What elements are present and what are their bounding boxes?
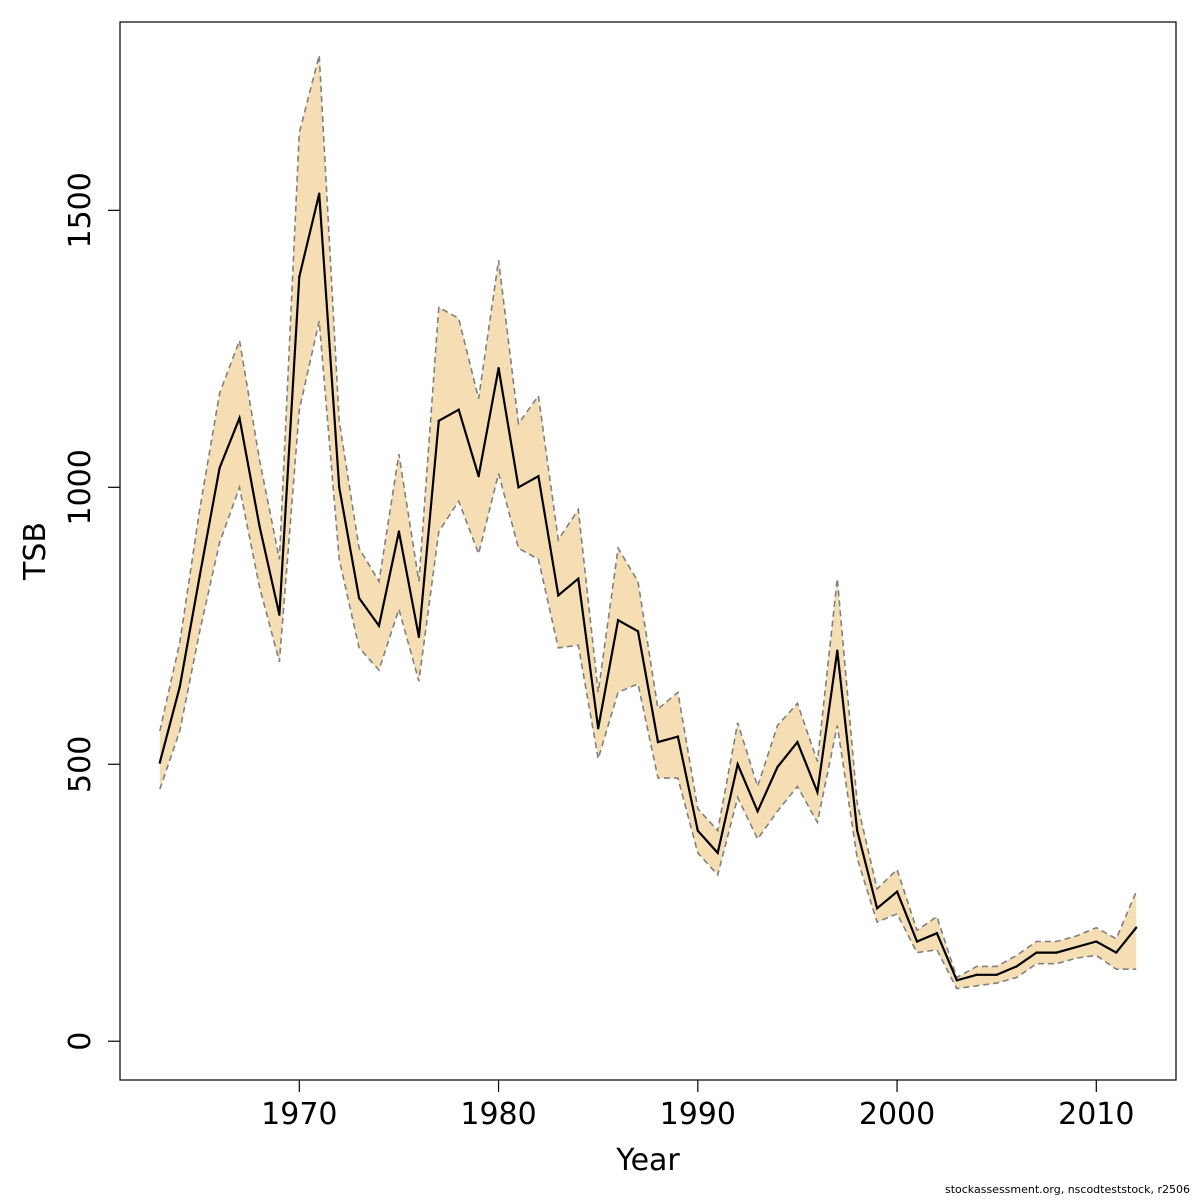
tsb-point-1987 — [636, 630, 640, 633]
tsb-point-1978 — [457, 408, 460, 411]
x-tick-label-2000: 2000 — [859, 1097, 935, 1132]
tsb-point-1977 — [437, 419, 440, 423]
x-axis: 1970 1980 1990 2000 2010 — [261, 1080, 1134, 1132]
tsb-point-2010 — [1095, 940, 1098, 943]
y-tick-label-1500: 1500 — [63, 172, 98, 248]
y-tick-label-0: 0 — [63, 1032, 98, 1051]
tsb-point-1998 — [856, 829, 859, 832]
tsb-point-1969 — [278, 613, 281, 616]
tsb-point-1984 — [577, 577, 580, 580]
tsb-point-1995 — [796, 740, 799, 744]
tsb-point-1994 — [776, 765, 779, 769]
tsb-point-1968 — [258, 524, 261, 528]
tsb-point-2000 — [895, 890, 899, 893]
tsb-point-1983 — [557, 594, 560, 597]
tsb-point-2004 — [975, 973, 978, 976]
y-tick-label-500: 500 — [63, 736, 98, 793]
tsb-point-1964 — [178, 685, 181, 688]
tsb-point-2009 — [1075, 945, 1078, 949]
tsb-point-2012 — [1134, 926, 1138, 929]
footer-note: stockassessment.org, nscodteststock, r25… — [944, 1183, 1190, 1196]
x-tick-label-1980: 1980 — [460, 1097, 536, 1132]
y-axis: 0 500 1000 1500 — [63, 172, 120, 1051]
tsb-point-2008 — [1055, 951, 1058, 954]
tsb-point-1988 — [656, 740, 660, 744]
tsb-point-1966 — [218, 466, 221, 470]
tsb-series-line — [158, 193, 1138, 982]
y-axis-title: TSB — [18, 522, 53, 581]
tsb-point-2011 — [1115, 951, 1118, 954]
tsb-point-1982 — [537, 475, 540, 478]
upper-bound-line — [159, 55, 1137, 979]
tsb-point-1993 — [756, 810, 759, 813]
tsb-point-1967 — [238, 416, 241, 420]
tsb-point-2007 — [1035, 951, 1038, 954]
tsb-point-1985 — [596, 727, 600, 730]
tsb-point-2002 — [935, 932, 939, 935]
plot-area — [158, 55, 1138, 990]
tsb-point-1989 — [676, 735, 680, 738]
tsb-point-1973 — [357, 596, 361, 600]
lower-bound-line — [159, 320, 1137, 990]
tsb-point-2003 — [955, 979, 959, 982]
tsb-point-1975 — [397, 530, 401, 533]
tsb-point-1991 — [716, 851, 719, 855]
tsb-point-1980 — [497, 367, 500, 370]
tsb-point-2006 — [1015, 965, 1018, 968]
x-axis-title: Year — [615, 1143, 680, 1178]
tsb-point-1970 — [298, 275, 301, 279]
tsb-point-1997 — [836, 649, 839, 652]
tsb-point-1974 — [377, 624, 381, 627]
tsb-point-2001 — [915, 940, 919, 943]
tsb-point-1992 — [736, 763, 739, 766]
tsb-point-1965 — [198, 574, 201, 578]
tsb-points — [158, 192, 1138, 982]
tsb-point-2005 — [995, 973, 998, 976]
tsb-point-1990 — [696, 829, 700, 832]
x-tick-label-1990: 1990 — [660, 1097, 736, 1132]
tsb-point-1971 — [318, 192, 321, 195]
tsb-point-1999 — [875, 907, 879, 910]
tsb-point-1979 — [477, 475, 480, 478]
tsb-point-1981 — [517, 486, 520, 489]
tsb-point-1986 — [616, 619, 620, 622]
x-tick-label-2010: 2010 — [1058, 1097, 1134, 1132]
tsb-point-1972 — [337, 486, 341, 489]
x-tick-label-1970: 1970 — [261, 1097, 337, 1132]
tsb-point-1996 — [816, 790, 819, 794]
tsb-point-1976 — [417, 635, 421, 639]
tsb-point-1963 — [158, 761, 162, 764]
y-tick-label-1000: 1000 — [63, 449, 98, 525]
